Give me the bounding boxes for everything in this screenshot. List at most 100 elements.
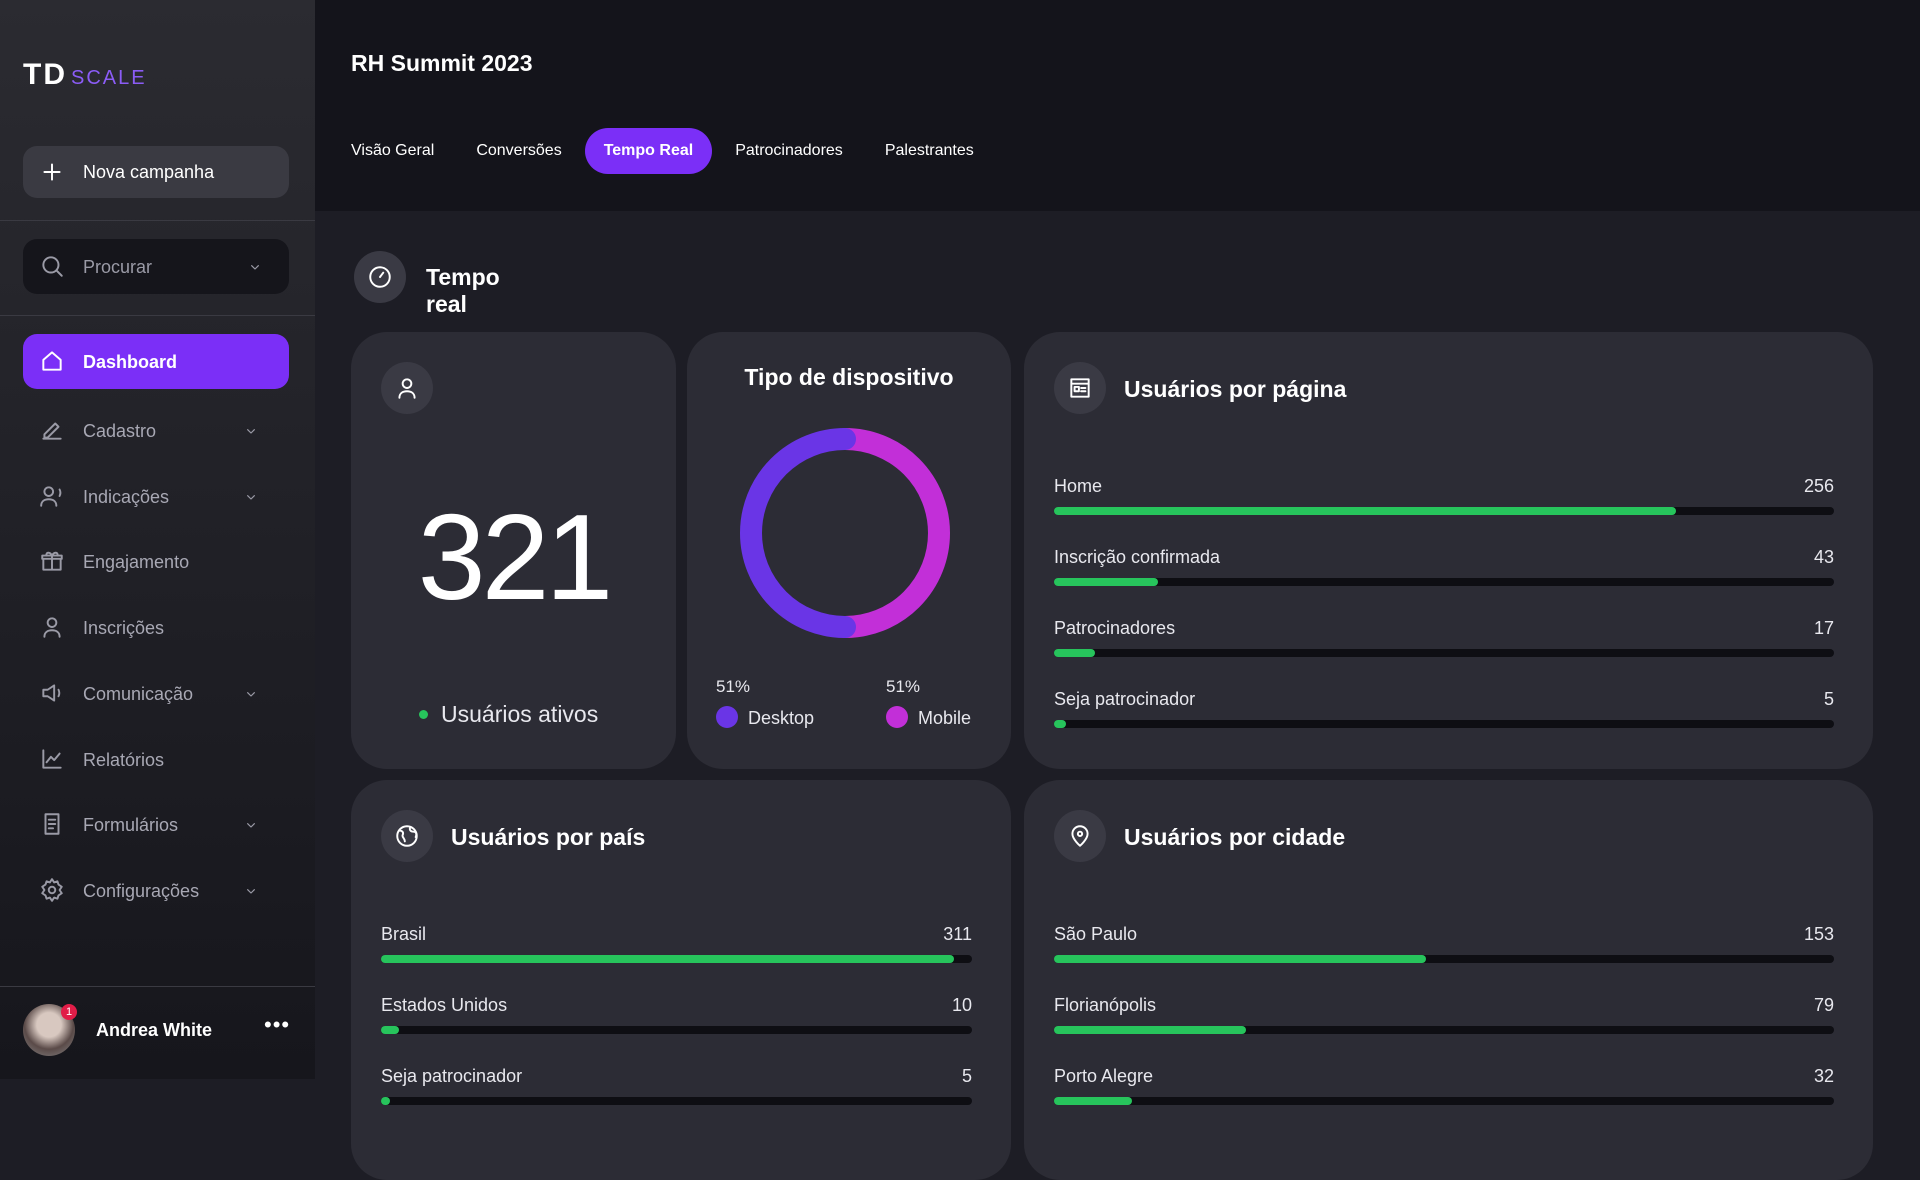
card-title: Usuários por página	[1124, 376, 1347, 402]
menu-label: Dashboard	[83, 352, 178, 372]
menu-item[interactable]: Comunicação	[23, 666, 289, 721]
icon-path	[42, 748, 62, 769]
legend-label: Mobile	[918, 708, 972, 728]
menu-label: Indicações	[83, 486, 170, 507]
row-value: 10	[951, 995, 972, 1015]
page-title: RH Summit 2023	[351, 50, 533, 76]
icon	[42, 422, 62, 440]
menu-item[interactable]: Dashboard	[23, 334, 289, 389]
icon	[251, 265, 259, 270]
row-label: Seja patrocinador	[1054, 689, 1196, 709]
card-icon	[1054, 362, 1106, 414]
icon	[369, 266, 391, 288]
donut-segment	[834, 428, 950, 638]
logo: TD SCALE	[23, 58, 147, 92]
section-icon	[354, 251, 406, 303]
menu-label: Relatórios	[83, 749, 165, 770]
tab[interactable]: Tempo Real	[584, 128, 713, 174]
bar-track	[1054, 1097, 1834, 1105]
card-title: Tipo de dispositivo	[744, 364, 954, 390]
row-label: Home	[1054, 476, 1103, 496]
legend-label: Desktop	[748, 708, 815, 728]
menu-item[interactable]: Relatórios	[23, 732, 289, 787]
bar-fill	[1054, 1097, 1132, 1105]
icon-path	[247, 429, 255, 434]
menu-label: Configurações	[83, 880, 200, 901]
bar-fill	[1054, 1026, 1246, 1034]
more-menu[interactable]: •••	[264, 1012, 291, 1037]
icon-path	[42, 684, 61, 702]
icon	[247, 888, 255, 894]
legend-dot	[716, 706, 738, 728]
menu-item[interactable]: Engajamento	[23, 534, 289, 589]
card-icon	[1054, 810, 1106, 862]
row-label: Brasil	[381, 924, 427, 944]
icon-path	[41, 878, 63, 902]
row-value: 43	[1813, 547, 1834, 567]
new-campaign-button[interactable]: Nova campanha	[23, 146, 289, 198]
card-icon	[381, 810, 433, 862]
row-label: São Paulo	[1054, 924, 1138, 944]
card: Tipo de dispositivo 51% Desktop 51% Mobile	[687, 332, 1011, 769]
menu-label: Formulários	[83, 815, 179, 836]
menu-item[interactable]: Formulários	[23, 797, 289, 852]
icon	[1071, 825, 1089, 847]
row-value: 32	[1813, 1066, 1834, 1086]
tabs: Visão Geral Conversões Tempo Real Patrocina…	[332, 128, 993, 174]
menu-item[interactable]: Cadastro	[23, 403, 289, 458]
section-title: Tempo real	[426, 264, 500, 317]
icon-path	[43, 617, 61, 638]
search-box[interactable]: Procurar	[23, 239, 289, 294]
menu-item[interactable]: Inscrições	[23, 600, 289, 655]
icon	[398, 378, 416, 399]
bar-fill	[381, 955, 954, 963]
bar-fill	[1054, 507, 1677, 515]
donut-segment	[740, 428, 856, 638]
menu-label: Comunicação	[83, 683, 194, 704]
row-label: Inscrição confirmada	[1054, 547, 1221, 567]
icon	[41, 552, 63, 572]
icon	[42, 684, 61, 702]
tab[interactable]: Palestrantes	[884, 142, 974, 159]
row-value: 153	[1803, 924, 1834, 944]
card: Usuários por cidade São Paulo 153 Florianóp…	[1024, 780, 1873, 1180]
icon-path	[40, 486, 62, 507]
menu-label: Inscrições	[83, 618, 165, 639]
row-value: 79	[1813, 995, 1834, 1015]
tab[interactable]: Conversões	[476, 142, 562, 159]
icon	[396, 825, 418, 847]
bar-fill	[381, 1097, 391, 1105]
icon	[41, 878, 63, 902]
bar-track	[381, 955, 972, 963]
icon	[40, 486, 62, 507]
icon-path	[251, 265, 259, 270]
bar-track	[1054, 720, 1834, 728]
row-value: 5	[1823, 689, 1834, 709]
tab[interactable]: Patrocinadores	[735, 142, 843, 159]
tab[interactable]: Visão Geral	[351, 142, 435, 159]
icon-path	[42, 351, 62, 371]
icon-path	[398, 378, 416, 399]
icon	[44, 813, 60, 835]
bar-track	[1054, 649, 1834, 657]
row-value: 311	[943, 924, 972, 944]
divider	[0, 315, 315, 316]
menu-item[interactable]: Configurações	[23, 863, 289, 918]
icon-path	[41, 552, 63, 572]
icon	[43, 163, 61, 181]
card: Usuários por país Brasil 311 Estados Unidos…	[351, 780, 1011, 1180]
bar-fill	[1054, 955, 1426, 963]
header: RH Summit 2023 Visão Geral Conversões Tempo…	[315, 0, 1920, 211]
icon-path	[44, 813, 60, 835]
menu-item[interactable]: Indicações	[23, 469, 289, 524]
icon	[42, 748, 62, 769]
avatar[interactable]: 1	[23, 1004, 77, 1056]
card: Usuários por página Home 256 Inscrição conf…	[1024, 332, 1873, 769]
bar-track	[1054, 955, 1834, 963]
icon-path	[396, 825, 418, 847]
logo-sub: SCALE	[71, 67, 147, 89]
row-value: 5	[961, 1066, 972, 1086]
logo-main: TD	[23, 58, 67, 91]
icon-path	[42, 256, 63, 277]
